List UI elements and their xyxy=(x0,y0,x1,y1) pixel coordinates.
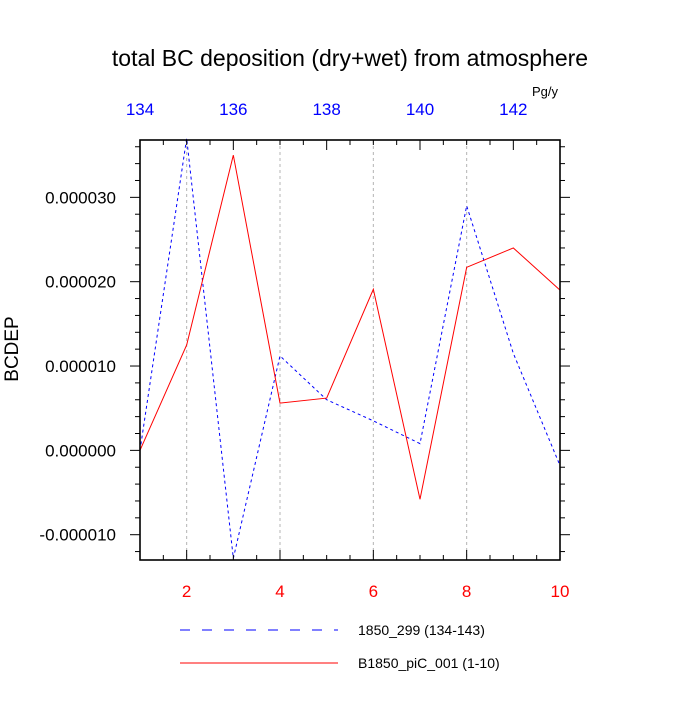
y-tick-label: 0.000000 xyxy=(45,441,116,460)
units-label: Pg/y xyxy=(532,84,559,99)
y-tick-label: 0.000030 xyxy=(45,188,116,207)
grid-lines xyxy=(186,140,468,560)
x-top-tick-label: 142 xyxy=(499,100,527,119)
series-line-1 xyxy=(139,138,561,559)
chart-title: total BC deposition (dry+wet) from atmos… xyxy=(112,45,588,71)
x-bottom-tick-label: 4 xyxy=(275,582,284,601)
x-bottom-tick-label: 10 xyxy=(551,582,570,601)
y-tick-label: -0.000010 xyxy=(39,526,116,545)
legend-label-1: 1850_299 (134-143) xyxy=(358,622,485,638)
x-top-tick-label: 136 xyxy=(219,100,247,119)
legend: 1850_299 (134-143) B1850_piC_001 (1-10) xyxy=(180,622,500,671)
y-axis-label: BCDEP xyxy=(2,316,23,381)
series-line-2 xyxy=(139,155,561,500)
x-bottom-tick-label: 6 xyxy=(369,582,378,601)
axes: 2 4 6 8 10 134 136 138 140 142 -0.000010 0.000000 0.… xyxy=(39,100,570,601)
series-lines xyxy=(139,138,561,559)
x-top-tick-label: 140 xyxy=(406,100,434,119)
y-tick-label: 0.000010 xyxy=(45,357,116,376)
x-bottom-tick-label: 8 xyxy=(462,582,471,601)
x-top-tick-label: 138 xyxy=(312,100,340,119)
y-tick-label: 0.000020 xyxy=(45,273,116,292)
plot-frame xyxy=(139,139,561,561)
x-bottom-tick-label: 2 xyxy=(182,582,191,601)
x-top-tick-label: 134 xyxy=(126,100,154,119)
legend-label-2: B1850_piC_001 (1-10) xyxy=(358,655,500,671)
